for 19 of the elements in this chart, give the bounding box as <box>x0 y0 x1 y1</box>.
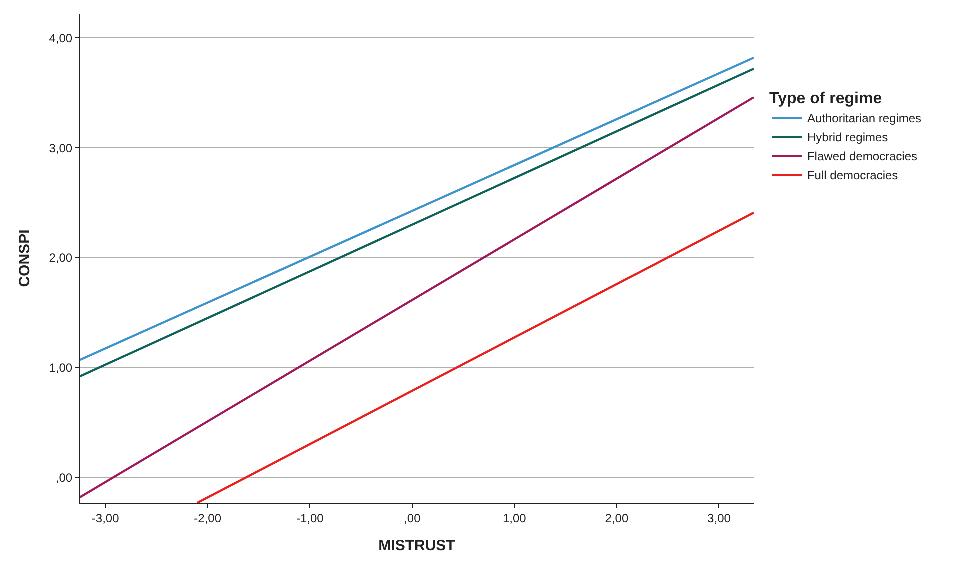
legend-label: Flawed democracies <box>807 150 918 164</box>
y-tick-label: 3,00 <box>49 141 73 156</box>
x-axis-title: MISTRUST <box>378 537 456 554</box>
y-tick-label: 4,00 <box>49 31 73 46</box>
y-tick-label: 1,00 <box>49 361 73 376</box>
x-tick-label: -1,00 <box>296 511 324 526</box>
x-tick-label: 1,00 <box>502 511 527 526</box>
legend-label: Authoritarian regimes <box>807 112 922 126</box>
x-tick-label: 3,00 <box>708 511 732 526</box>
x-tick-label: -2,00 <box>194 511 222 526</box>
legend-label: Full democracies <box>807 168 898 183</box>
legend-label: Hybrid regimes <box>807 130 888 145</box>
y-tick-label: ,00 <box>56 470 73 485</box>
x-tick-label: ,00 <box>404 511 422 526</box>
x-tick-label: 2,00 <box>605 511 629 526</box>
legend-title: Type of regime <box>769 90 882 108</box>
x-tick-label: -3,00 <box>92 511 120 526</box>
y-axis-title: CONSPI <box>16 230 34 288</box>
y-tick-label: 2,00 <box>49 251 73 266</box>
